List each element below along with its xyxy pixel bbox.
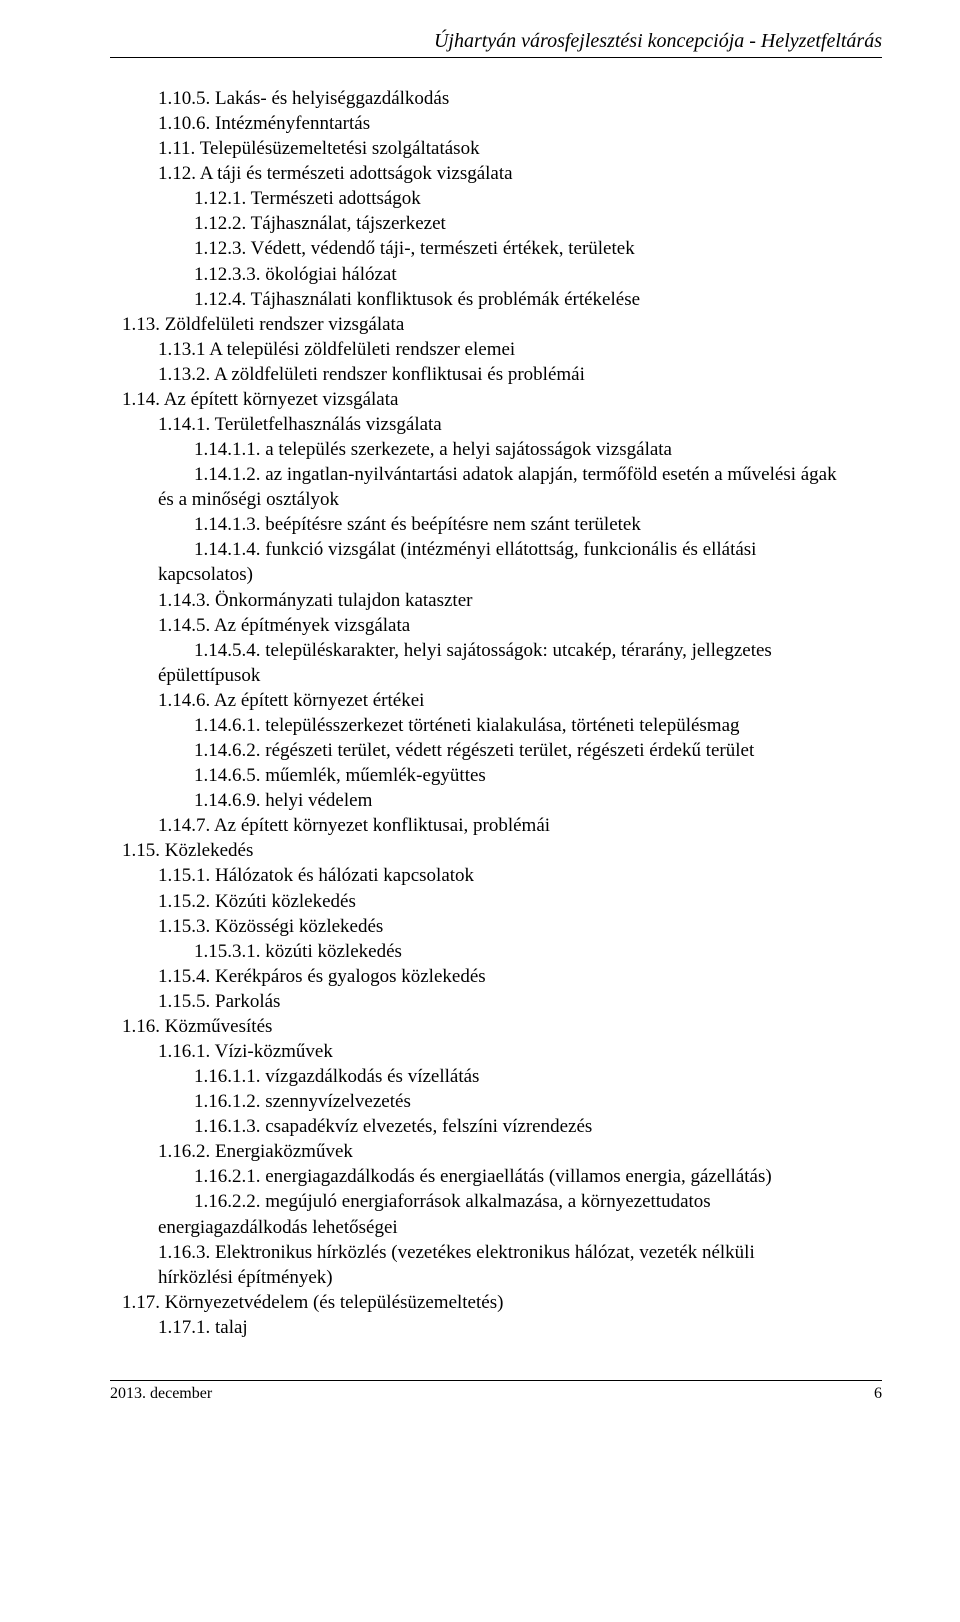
toc-line: 1.12.4. Tájhasználati konfliktusok és pr… [194, 287, 878, 312]
toc-line: 1.12.1. Természeti adottságok [194, 186, 878, 211]
toc-line: 1.12.2. Tájhasználat, tájszerkezet [194, 211, 878, 236]
toc-line: épülettípusok [158, 663, 878, 688]
toc-line: 1.14.6.5. műemlék, műemlék-együttes [194, 763, 878, 788]
toc-line: 1.15.5. Parkolás [158, 989, 878, 1014]
footer-date: 2013. december [110, 1385, 212, 1403]
toc-line: 1.16.2.2. megújuló energiaforrások alkal… [194, 1189, 878, 1214]
toc-line: 1.16.1.2. szennyvízelvezetés [194, 1089, 878, 1114]
toc-line: 1.15.3.1. közúti közlekedés [194, 939, 878, 964]
toc-line: 1.15.3. Közösségi közlekedés [158, 914, 878, 939]
toc-line: és a minőségi osztályok [158, 487, 878, 512]
toc-line: 1.14.1.2. az ingatlan-nyilvántartási ada… [194, 462, 878, 487]
toc-content: 1.10.5. Lakás- és helyiséggazdálkodás1.1… [110, 86, 882, 1340]
toc-line: 1.14.6.2. régészeti terület, védett régé… [194, 738, 878, 763]
toc-line: 1.10.5. Lakás- és helyiséggazdálkodás [158, 86, 878, 111]
toc-line: 1.14.1.4. funkció vizsgálat (intézményi … [194, 537, 878, 562]
page-footer: 2013. december 6 [110, 1380, 882, 1403]
toc-line: 1.14.5.4. településkarakter, helyi saját… [194, 638, 878, 663]
toc-line: 1.16.2.1. energiagazdálkodás és energiae… [194, 1164, 878, 1189]
toc-line: 1.15.1. Hálózatok és hálózati kapcsolato… [158, 863, 878, 888]
toc-line: energiagazdálkodás lehetőségei [158, 1215, 878, 1240]
toc-line: 1.12. A táji és természeti adottságok vi… [158, 161, 878, 186]
toc-line: 1.16. Közművesítés [122, 1014, 878, 1039]
toc-line: 1.16.2. Energiaközművek [158, 1139, 878, 1164]
toc-line: 1.14.1.1. a település szerkezete, a hely… [194, 437, 878, 462]
toc-line: 1.16.1. Vízi-közművek [158, 1039, 878, 1064]
toc-line: 1.15.4. Kerékpáros és gyalogos közlekedé… [158, 964, 878, 989]
toc-line: 1.14. Az épített környezet vizsgálata [122, 387, 878, 412]
toc-line: hírközlési építmények) [158, 1265, 878, 1290]
toc-line: 1.14.1.3. beépítésre szánt és beépítésre… [194, 512, 878, 537]
toc-line: 1.14.1. Területfelhasználás vizsgálata [158, 412, 878, 437]
toc-line: 1.14.6.1. településszerkezet történeti k… [194, 713, 878, 738]
page-header: Újhartyán városfejlesztési koncepciója -… [110, 30, 882, 58]
toc-line: 1.12.3.3. ökológiai hálózat [194, 262, 878, 287]
toc-line: kapcsolatos) [158, 562, 878, 587]
toc-line: 1.17. Környezetvédelem (és településüzem… [122, 1290, 878, 1315]
toc-line: 1.11. Településüzemeltetési szolgáltatás… [158, 136, 878, 161]
toc-line: 1.16.1.3. csapadékvíz elvezetés, felszín… [194, 1114, 878, 1139]
toc-line: 1.17.1. talaj [158, 1315, 878, 1340]
toc-line: 1.10.6. Intézményfenntartás [158, 111, 878, 136]
toc-line: 1.14.7. Az épített környezet konfliktusa… [158, 813, 878, 838]
toc-line: 1.15. Közlekedés [122, 838, 878, 863]
toc-line: 1.14.6.9. helyi védelem [194, 788, 878, 813]
toc-line: 1.13.1 A települési zöldfelületi rendsze… [158, 337, 878, 362]
footer-page-number: 6 [874, 1385, 882, 1403]
toc-line: 1.14.3. Önkormányzati tulajdon kataszter [158, 588, 878, 613]
header-title: Újhartyán városfejlesztési koncepciója -… [434, 30, 882, 52]
toc-line: 1.16.3. Elektronikus hírközlés (vezetéke… [158, 1240, 878, 1265]
toc-line: 1.13.2. A zöldfelületi rendszer konflikt… [158, 362, 878, 387]
toc-line: 1.16.1.1. vízgazdálkodás és vízellátás [194, 1064, 878, 1089]
toc-line: 1.14.6. Az épített környezet értékei [158, 688, 878, 713]
toc-line: 1.13. Zöldfelületi rendszer vizsgálata [122, 312, 878, 337]
toc-line: 1.12.3. Védett, védendő táji-, természet… [194, 236, 878, 261]
toc-line: 1.15.2. Közúti közlekedés [158, 889, 878, 914]
toc-line: 1.14.5. Az építmények vizsgálata [158, 613, 878, 638]
